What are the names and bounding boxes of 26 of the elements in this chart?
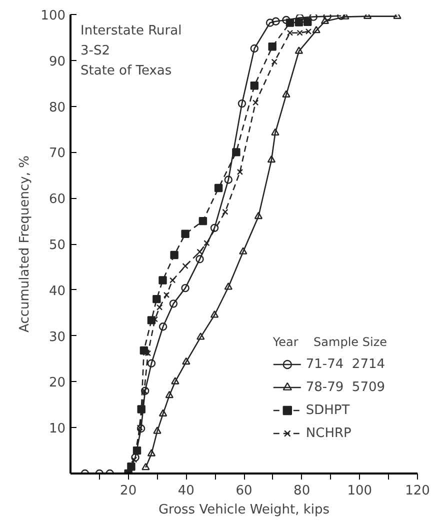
legend-label: 78-79 5709 bbox=[306, 380, 386, 394]
x-tick-label: 60 bbox=[236, 484, 252, 498]
x-tick-label: 80 bbox=[294, 484, 310, 498]
x-tick-label: 20 bbox=[120, 484, 137, 498]
y-tick-label: 50 bbox=[48, 238, 66, 253]
y-tick-label: 40 bbox=[48, 284, 66, 299]
y-tick-label: 30 bbox=[48, 330, 66, 345]
y-tick-label: 80 bbox=[48, 100, 66, 116]
y-tick-label: 10 bbox=[48, 422, 66, 437]
legend-label: SDHPT bbox=[306, 402, 350, 418]
x-tick-label: 120 bbox=[405, 484, 430, 498]
legend-label: NCHRP bbox=[306, 426, 352, 440]
legend-label: 71-74 2714 bbox=[306, 356, 386, 372]
y-tick-label: 60 bbox=[48, 192, 66, 208]
annotation: Interstate Rural bbox=[80, 24, 182, 38]
x-tick-label: 100 bbox=[347, 484, 372, 498]
x-tick-label: 40 bbox=[178, 484, 194, 498]
x-axis-title: Gross Vehicle Weight, kips bbox=[158, 502, 330, 518]
y-tick-label: 70 bbox=[48, 146, 66, 162]
y-axis-title: Accumulated Frequency, % bbox=[18, 156, 33, 332]
y-tick-label: 20 bbox=[48, 376, 66, 391]
annotation: 3-S2 bbox=[80, 44, 110, 58]
y-tick-label: 100 bbox=[40, 8, 66, 24]
annotation: State of Texas bbox=[80, 64, 172, 78]
legend-title: Year Sample Size bbox=[272, 335, 387, 349]
y-tick-label: 90 bbox=[48, 54, 66, 70]
